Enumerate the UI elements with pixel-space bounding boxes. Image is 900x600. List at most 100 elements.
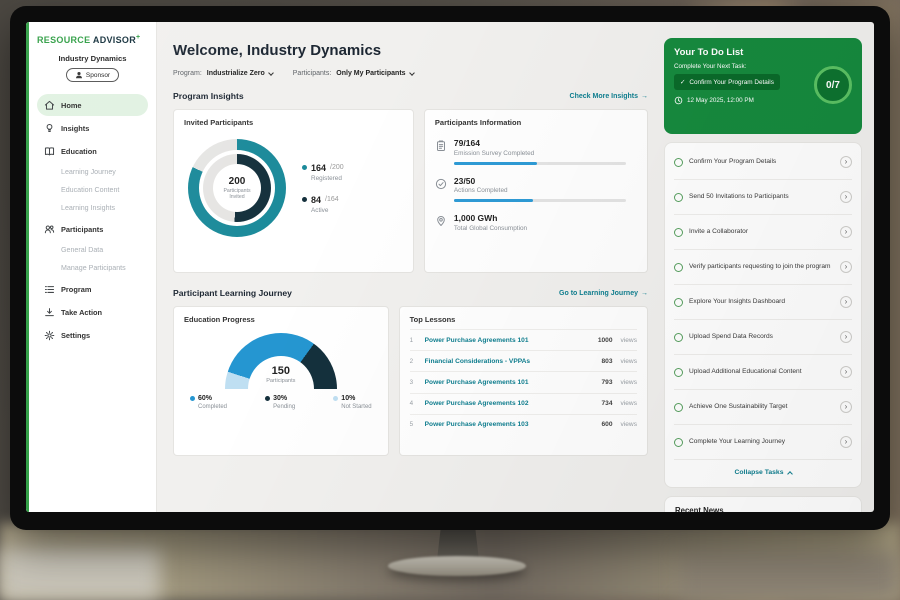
logo-plus: + [136, 34, 141, 41]
lesson-views-unit: views [620, 421, 638, 429]
dashboard-screen: RESOURCE ADVISOR+ Industry Dynamics Spon… [26, 22, 874, 512]
lesson-views-unit: views [620, 357, 638, 365]
sidebar-item-program[interactable]: Program [37, 278, 148, 300]
chevron-right-icon[interactable]: › [840, 156, 852, 168]
person-icon [75, 71, 83, 79]
chevron-right-icon[interactable]: › [840, 296, 852, 308]
todo-next-task-time: 12 May 2025, 12:00 PM [674, 96, 852, 105]
program-filter-dropdown[interactable]: Industrialize Zero [206, 69, 274, 77]
recent-news-title: Recent News [675, 506, 724, 512]
lesson-row: 3 Power Purchase Agreements 101 793 view… [409, 372, 637, 394]
monitor-bezel: RESOURCE ADVISOR+ Industry Dynamics Spon… [10, 6, 890, 530]
task-label: Confirm Your Program Details [689, 157, 777, 165]
lesson-views-value: 734 [601, 400, 613, 408]
sidebar-item-label: Insights [61, 123, 90, 133]
chevron-down-icon [408, 69, 415, 76]
lesson-views-unit: views [620, 336, 638, 344]
check-more-insights-link[interactable]: Check More Insights → [570, 93, 648, 100]
todo-progress-ring: 0/7 [814, 66, 852, 104]
lesson-link[interactable]: Power Purchase Agreements 101 [424, 336, 529, 344]
book-icon [44, 146, 55, 157]
sidebar-item-label: Program [61, 284, 92, 294]
task-row-upload-spend-data[interactable]: Upload Spend Data Records › [674, 320, 852, 355]
task-row-confirm-program[interactable]: Confirm Your Program Details › [674, 145, 852, 180]
sidebar-item-learning-journey[interactable]: Learning Journey [61, 168, 116, 176]
go-to-learning-journey-link[interactable]: Go to Learning Journey → [559, 290, 648, 297]
task-row-verify-participants[interactable]: Verify participants requesting to join t… [674, 250, 852, 285]
sidebar-item-education-content[interactable]: Education Content [61, 186, 120, 194]
progress-track [453, 161, 626, 165]
clipboard-icon [435, 140, 447, 165]
chevron-right-icon[interactable]: › [840, 226, 852, 238]
task-checkbox[interactable] [674, 262, 683, 272]
lesson-link[interactable]: Financial Considerations - VPPAs [424, 357, 531, 365]
chevron-right-icon[interactable]: › [840, 191, 852, 203]
task-checkbox[interactable] [674, 297, 683, 307]
sidebar-item-label: Home [61, 100, 82, 110]
chevron-down-icon [267, 69, 274, 76]
edu-legend-dot [190, 396, 195, 401]
task-checkbox[interactable] [674, 332, 683, 342]
chevron-right-icon[interactable]: › [840, 331, 852, 343]
clock-icon [674, 96, 683, 105]
task-checkbox[interactable] [674, 157, 683, 167]
sidebar-item-manage-participants[interactable]: Manage Participants [61, 264, 126, 272]
logo-resource: RESOURCE [37, 35, 91, 45]
todo-time-label: 12 May 2025, 12:00 PM [687, 97, 754, 104]
task-checkbox[interactable] [674, 402, 683, 412]
todo-next-task[interactable]: ✓ Confirm Your Program Details [674, 74, 780, 90]
donut-center: 200 Participants Invited [213, 164, 261, 212]
legend-pending: 30% Pending [265, 395, 295, 410]
chevron-right-icon[interactable]: › [840, 261, 852, 273]
info-label: Total Global Consumption [453, 224, 528, 232]
sidebar-item-education[interactable]: Education [37, 140, 148, 162]
task-row-explore-insights[interactable]: Explore Your Insights Dashboard › [674, 285, 852, 320]
card-title: Top Lessons [409, 315, 637, 330]
lesson-row: 4 Power Purchase Agreements 102 734 view… [409, 394, 637, 415]
participants-filter-dropdown[interactable]: Only My Participants [336, 69, 415, 77]
lesson-row: 1 Power Purchase Agreements 101 1000 vie… [409, 330, 638, 352]
task-checkbox[interactable] [674, 192, 683, 202]
info-progress-fill [453, 199, 534, 202]
task-checkbox[interactable] [674, 367, 683, 377]
invited-legend-dot [302, 165, 307, 170]
recent-news-card: Recent News [664, 496, 862, 512]
chevron-right-icon[interactable]: › [840, 366, 852, 378]
task-row-complete-learning-journey[interactable]: Complete Your Learning Journey › [674, 425, 852, 460]
program-filter-value: Industrialize Zero [206, 70, 265, 77]
legend-total: /164 [325, 196, 339, 203]
sidebar-item-participants[interactable]: Participants [37, 218, 148, 240]
app-logo: RESOURCE ADVISOR+ [37, 34, 148, 45]
gauge-center-label: Participants [266, 378, 296, 384]
lesson-rank: 5 [409, 421, 414, 429]
sidebar-item-insights[interactable]: Insights [37, 117, 148, 139]
sidebar-item-learning-insights[interactable]: Learning Insights [61, 204, 116, 212]
legend-pct: 60% [198, 395, 213, 402]
lesson-link[interactable]: Power Purchase Agreements 101 [424, 378, 529, 386]
chevron-right-icon[interactable]: › [840, 401, 852, 413]
sidebar-item-general-data[interactable]: General Data [61, 246, 104, 254]
sidebar-item-home[interactable]: Home [37, 94, 148, 116]
task-row-achieve-target[interactable]: Achieve One Sustainability Target › [674, 390, 852, 425]
task-row-send-invitations[interactable]: Send 50 Invitations to Participants › [674, 180, 852, 215]
legend-total: /200 [330, 164, 344, 171]
sidebar-item-label: Participants [61, 224, 104, 234]
arrow-right-icon: → [641, 289, 648, 297]
donut-legend: 164 /200 Registered 84 /164 [302, 163, 344, 214]
task-row-invite-collaborator[interactable]: Invite a Collaborator › [674, 215, 852, 250]
lesson-rank: 2 [409, 357, 414, 365]
task-checkbox[interactable] [674, 437, 683, 447]
lesson-link[interactable]: Power Purchase Agreements 103 [424, 421, 529, 429]
check-circle-icon [435, 178, 447, 203]
lesson-link[interactable]: Power Purchase Agreements 102 [424, 400, 529, 408]
task-label: Verify participants requesting to join t… [689, 262, 831, 270]
participants-filter-label: Participants: [292, 70, 332, 77]
task-row-upload-educational-content[interactable]: Upload Additional Educational Content › [674, 355, 852, 390]
sidebar-item-settings[interactable]: Settings [37, 324, 148, 346]
sidebar-item-take-action[interactable]: Take Action [37, 301, 148, 323]
collapse-tasks-button[interactable]: Collapse Tasks [674, 460, 852, 485]
chevron-right-icon[interactable]: › [840, 436, 852, 448]
task-checkbox[interactable] [674, 227, 683, 237]
lesson-rank: 4 [409, 400, 414, 408]
arrow-right-icon: → [641, 92, 648, 100]
